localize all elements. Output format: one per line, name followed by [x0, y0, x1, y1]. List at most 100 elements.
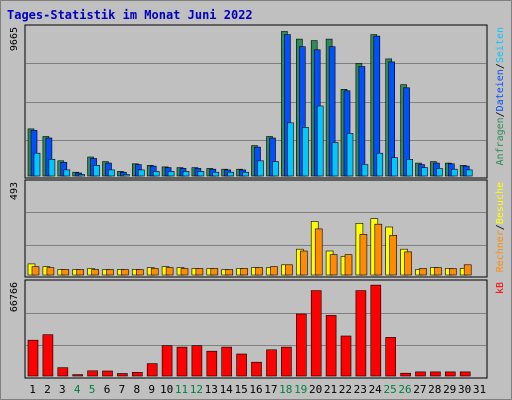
bar-kb-day-18	[281, 346, 292, 377]
legend-entry: /	[495, 63, 506, 69]
x-tick-day-10: 10	[160, 383, 173, 396]
bar-seiten-day-3	[63, 169, 71, 177]
bar-rechner-day-27	[419, 268, 427, 276]
bar-kb-day-24	[370, 284, 382, 377]
x-tick-day-20: 20	[309, 383, 322, 396]
bar-rechner-day-24	[374, 223, 383, 276]
bar-kb-day-2	[42, 334, 54, 377]
bar-rechner-day-23	[359, 234, 368, 276]
bar-kb-day-20	[310, 290, 322, 377]
x-tick-day-9: 9	[148, 383, 155, 396]
bar-rechner-day-30	[463, 264, 472, 276]
bar-kb-day-21	[325, 315, 337, 377]
x-tick-day-28: 28	[428, 383, 441, 396]
x-tick-day-12: 12	[190, 383, 203, 396]
bar-kb-day-3	[57, 367, 69, 377]
bar-kb-day-11	[176, 346, 188, 377]
x-tick-day-15: 15	[234, 383, 247, 396]
bar-seiten-day-21	[331, 142, 339, 177]
bar-rechner-day-11	[180, 268, 189, 276]
bar-rechner-day-5	[91, 269, 99, 276]
x-tick-day-4: 4	[74, 383, 81, 396]
bar-seiten-day-4	[78, 174, 85, 177]
bar-seiten-day-29	[450, 168, 458, 177]
kb-panel-legend: kB	[495, 282, 506, 294]
x-tick-day-5: 5	[89, 383, 96, 396]
bar-rechner-day-2	[46, 267, 55, 276]
x-tick-day-24: 24	[369, 383, 383, 396]
bar-rechner-day-6	[106, 269, 114, 276]
bar-seiten-day-25	[391, 157, 399, 177]
x-tick-day-11: 11	[175, 383, 188, 396]
x-tick-day-17: 17	[264, 383, 277, 396]
bar-seiten-day-26	[406, 159, 413, 177]
bar-rechner-day-26	[404, 251, 412, 276]
bar-rechner-day-10	[165, 267, 174, 276]
bar-kb-day-27	[415, 371, 426, 377]
visits-panel-ymax-label: 493	[9, 182, 20, 200]
bar-kb-day-28	[430, 371, 441, 377]
x-tick-day-16: 16	[249, 383, 262, 396]
bar-seiten-day-28	[436, 168, 443, 177]
x-tick-day-23: 23	[354, 383, 367, 396]
x-tick-day-6: 6	[104, 383, 111, 396]
bar-kb-day-15	[236, 353, 247, 377]
bar-kb-day-29	[444, 371, 456, 377]
x-tick-day-18: 18	[279, 383, 292, 396]
bar-rechner-day-15	[240, 268, 248, 276]
bar-seiten-day-15	[242, 171, 249, 177]
bar-seiten-day-17	[272, 161, 279, 177]
bar-rechner-day-17	[270, 266, 278, 276]
chart-title: Tages-Statistik im Monat Juni 2022	[7, 8, 253, 22]
x-tick-day-1: 1	[29, 383, 36, 396]
bar-seiten-day-30	[465, 169, 473, 177]
x-tick-day-22: 22	[339, 383, 352, 396]
x-tick-day-14: 14	[220, 383, 234, 396]
bar-kb-day-4	[72, 374, 83, 377]
bar-seiten-day-27	[421, 167, 428, 177]
bar-seiten-day-22	[346, 133, 354, 177]
bar-rechner-day-19	[299, 250, 308, 276]
requests-panel-legend: Anfragen/Dateien/Seiten	[495, 27, 506, 166]
bar-seiten-day-12	[197, 171, 205, 177]
bar-seiten-day-16	[257, 160, 264, 177]
bar-rechner-day-22	[344, 254, 353, 276]
x-tick-day-19: 19	[294, 383, 307, 396]
bar-rechner-day-18	[285, 264, 293, 276]
bar-rechner-day-4	[76, 269, 84, 276]
bar-seiten-day-10	[167, 171, 175, 177]
bar-kb-day-7	[117, 373, 128, 377]
bar-dateien-day-23	[358, 66, 366, 177]
x-tick-day-31: 31	[473, 383, 486, 396]
bar-kb-day-25	[385, 337, 397, 377]
bar-seiten-day-24	[376, 152, 384, 177]
bar-kb-day-26	[400, 372, 411, 377]
bar-seiten-day-19	[301, 127, 309, 177]
requests-panel-ymax-label: 9665	[9, 27, 20, 51]
bar-seiten-day-6	[108, 169, 115, 177]
x-tick-day-29: 29	[443, 383, 456, 396]
x-tick-day-7: 7	[119, 383, 126, 396]
x-tick-day-30: 30	[458, 383, 471, 396]
bar-kb-day-19	[295, 313, 307, 377]
bar-rechner-day-9	[150, 268, 159, 276]
bar-kb-day-6	[102, 370, 113, 377]
bar-kb-day-22	[340, 335, 352, 377]
legend-entry: Besuche	[495, 182, 506, 224]
legend-entry: kB	[495, 282, 506, 294]
visits-panel-legend: Rechner/Besuche	[495, 182, 506, 272]
bar-rechner-day-20	[314, 228, 323, 276]
x-tick-day-25: 25	[383, 383, 396, 396]
bar-seiten-day-5	[93, 165, 100, 177]
x-tick-day-21: 21	[324, 383, 337, 396]
bar-rechner-day-25	[389, 235, 398, 276]
bar-kb-day-1	[27, 339, 39, 377]
x-tick-day-8: 8	[133, 383, 140, 396]
bar-kb-day-9	[146, 363, 158, 377]
bar-seiten-day-18	[287, 122, 294, 177]
bar-seiten-day-8	[138, 169, 145, 177]
bar-seiten-day-13	[212, 171, 220, 177]
bar-rechner-day-28	[434, 267, 442, 276]
legend-entry: Seiten	[495, 27, 506, 63]
x-tick-day-27: 27	[413, 383, 426, 396]
